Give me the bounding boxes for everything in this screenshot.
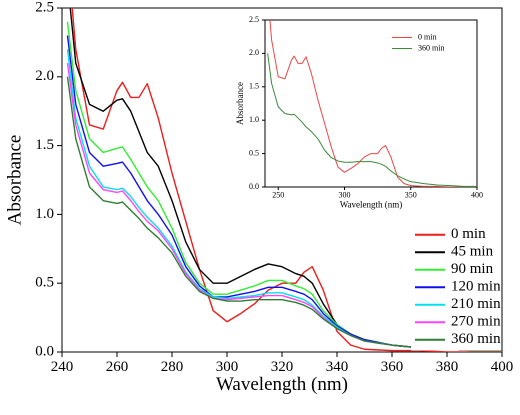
legend-label: 90 min: [451, 261, 494, 277]
x-tick-label: 240: [51, 359, 74, 375]
x-tick-label: 250: [272, 190, 284, 199]
x-tick-label: 340: [326, 359, 349, 375]
x-tick-label: 320: [271, 359, 294, 375]
x-tick-label: 360: [381, 359, 404, 375]
legend-label: 210 min: [451, 296, 501, 312]
x-tick-label: 280: [161, 359, 184, 375]
legend-label: 360 min: [451, 331, 501, 347]
plot-lines: [267, 20, 477, 187]
series-line: [71, 8, 502, 352]
x-tick-label: 350: [405, 190, 417, 199]
series-line: [66, 76, 502, 352]
legend-label: 120 min: [451, 279, 501, 295]
legend-label: 0 min: [418, 32, 436, 41]
x-axis-label: Wavelength (nm): [340, 199, 403, 209]
y-axis-label: Absorbance: [4, 135, 25, 226]
y-tick-label: 2.5: [35, 0, 54, 15]
y-tick-label: 1.0: [249, 115, 259, 124]
y-tick-label: 0.5: [35, 275, 54, 291]
legend-label: 360 min: [418, 43, 444, 52]
x-tick-label: 400: [471, 190, 483, 199]
series-line: [66, 35, 502, 352]
x-axis-label: Wavelength (nm): [216, 374, 348, 395]
legend-label: 270 min: [451, 314, 501, 330]
series-line: [269, 20, 477, 187]
plot-frame: [264, 19, 478, 188]
x-tick-label: 300: [216, 359, 239, 375]
plot-lines: [66, 8, 502, 352]
y-tick-label: 0.0: [249, 182, 259, 191]
x-tick-label: 300: [339, 190, 351, 199]
x-tick-label: 260: [106, 359, 129, 375]
x-tick-label: 400: [491, 359, 514, 375]
series-line: [267, 53, 477, 187]
y-tick-label: 2.0: [35, 68, 54, 84]
y-axis-label: Absorbance: [235, 82, 245, 125]
x-tick-label: 380: [436, 359, 459, 375]
y-tick-label: 1.5: [249, 82, 259, 91]
legend-label: 0 min: [451, 226, 486, 242]
y-tick-label: 1.5: [35, 137, 54, 153]
y-tick-label: 0.5: [249, 148, 259, 157]
y-tick-label: 2.0: [249, 48, 259, 57]
y-tick-label: 1.0: [35, 206, 54, 222]
legend-label: 45 min: [451, 244, 494, 260]
y-tick-label: 2.5: [249, 15, 259, 24]
y-tick-label: 0.0: [35, 343, 54, 359]
